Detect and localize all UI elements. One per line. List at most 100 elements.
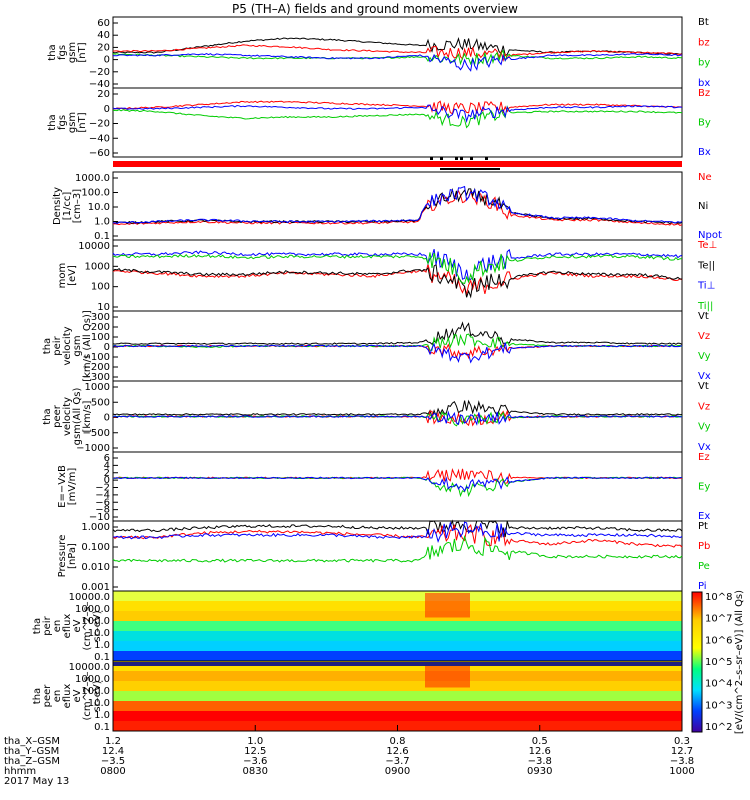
axis-label: gsm(All Qs)	[72, 388, 83, 446]
tick-label: −2	[95, 483, 110, 494]
axis-label: tha	[42, 408, 53, 424]
ephemeris-value: 1.0	[247, 736, 263, 747]
tick-label: −6	[95, 497, 110, 508]
series-line	[112, 252, 683, 285]
tick-label: 0.010	[81, 562, 110, 573]
tick-label: 1.0	[94, 640, 110, 651]
axis-label: velocity	[62, 397, 73, 436]
legend-entry: Ti⊥	[697, 281, 715, 292]
ephemeris-value: 1.2	[105, 736, 121, 747]
ephemeris-value: 0800	[100, 766, 125, 777]
axis-label: (cm^2–s–	[82, 671, 93, 720]
tick-label: 4	[104, 460, 110, 471]
tick-label: 1000.0	[75, 604, 110, 615]
axis-label: peer	[42, 684, 53, 708]
tick-label: 2	[104, 468, 110, 479]
tick-label: 1.0	[94, 710, 110, 721]
ephemeris-value: 0.5	[532, 736, 548, 747]
tick-label: −500	[83, 428, 110, 439]
tick-label: 0.1	[94, 722, 110, 733]
ephemeris-value: −3.8	[670, 756, 694, 767]
status-bar	[113, 161, 682, 167]
tick-label: 1.0	[94, 217, 110, 228]
axis-label: Pressure	[57, 535, 68, 578]
tick-label: 0	[104, 55, 110, 66]
ephemeris-value: 1000	[669, 766, 694, 777]
spectrogram-band	[113, 601, 682, 612]
ephemeris-value: 12.6	[386, 746, 408, 757]
ephemeris-label: tha_X–GSM	[4, 736, 60, 747]
tick-label: 1000.0	[75, 674, 110, 685]
spectrogram-band	[113, 711, 682, 722]
axis-label: [nT]	[77, 42, 88, 62]
axis-label: fgs	[57, 45, 68, 60]
tick-label: −10	[89, 512, 110, 523]
series-line	[112, 409, 682, 427]
series-line	[112, 49, 683, 66]
panel-frame	[112, 87, 683, 158]
series-line	[112, 185, 683, 225]
legend-entry: Bz	[698, 88, 710, 99]
tick-label: 10.0	[88, 628, 110, 639]
legend-entry: bx	[698, 78, 710, 89]
spectrogram-band	[113, 681, 682, 692]
ephemeris-value: 12.5	[244, 746, 266, 757]
spectrogram-band	[113, 621, 682, 632]
legend-entry: by	[698, 58, 710, 69]
legend-entry: Te||	[697, 260, 715, 271]
legend-entry: Pi	[698, 581, 707, 592]
tick-label: 200	[91, 322, 110, 333]
tick-label: −1000	[76, 443, 110, 454]
spectrogram-band	[113, 651, 682, 662]
series-line	[112, 104, 683, 124]
ephemeris-label: hhmm	[4, 766, 36, 777]
spectrogram-band	[113, 701, 682, 712]
ephemeris-value: 0.3	[674, 736, 690, 747]
series-line	[112, 520, 683, 543]
axis-label: en	[52, 620, 63, 633]
series-line	[112, 53, 683, 72]
series-line	[112, 476, 683, 493]
legend-entry: Ex	[698, 511, 710, 522]
tick-label: 10.0	[88, 202, 110, 213]
series-line	[112, 399, 683, 420]
axis-label: tha	[42, 338, 53, 354]
legend-entry: Pt	[698, 521, 708, 532]
axis-label: gsm	[72, 335, 83, 356]
axis-label: peir	[52, 335, 63, 355]
ephemeris-label: tha_Z–GSM	[4, 756, 60, 767]
ephemeris-value: −3.7	[385, 756, 409, 767]
status-mark	[440, 157, 443, 160]
ephemeris-value: 12.6	[529, 746, 551, 757]
tick-label: −40	[89, 133, 110, 144]
tick-label: −60	[89, 148, 110, 159]
series-line	[112, 263, 683, 299]
colorbar-tick: 10^4	[705, 679, 732, 690]
spectrogram-burst	[425, 593, 470, 618]
ephemeris-label: 2017 May 13	[4, 776, 69, 787]
colorbar-tick: 10^8	[705, 592, 732, 603]
ephemeris-value: 0900	[385, 766, 410, 777]
tick-label: 100.0	[81, 686, 110, 697]
ephemeris-value: 0830	[243, 766, 268, 777]
axis-label: [nT]	[77, 112, 88, 132]
axis-label: tha	[32, 688, 43, 704]
series-line	[112, 342, 683, 364]
axis-label: [km/s]	[82, 400, 93, 432]
tick-label: 10000	[78, 241, 110, 252]
spectrogram-band	[113, 631, 682, 642]
colorbar-tick: 10^2	[705, 722, 732, 733]
axis-label: peir	[42, 615, 53, 635]
ephemeris-value: 0930	[527, 766, 552, 777]
axis-label: [cm–3]	[72, 189, 83, 224]
series-line	[112, 476, 682, 498]
tick-label: 500	[91, 397, 110, 408]
legend-entry: Pe	[698, 561, 710, 572]
axis-label: en	[52, 690, 63, 703]
colorbar-tick: 10^6	[705, 635, 732, 646]
series-line	[112, 468, 683, 484]
tick-label: 100	[91, 282, 110, 293]
spectrogram-burst	[425, 663, 470, 688]
axis-label: sr–eV)	[92, 610, 103, 641]
